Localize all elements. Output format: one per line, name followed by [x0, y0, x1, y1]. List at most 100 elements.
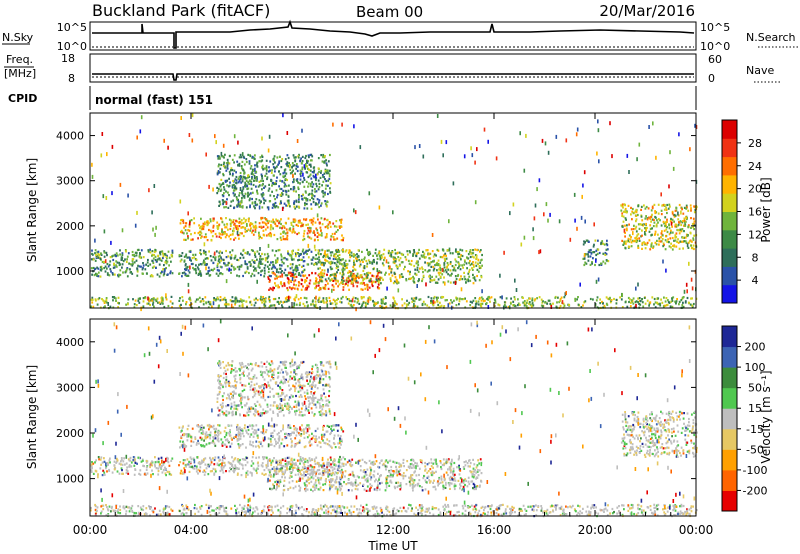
- power-echo-cell: [369, 252, 372, 255]
- power-echo-cell: [342, 236, 345, 240]
- velocity-echo-cell: [181, 505, 184, 508]
- power-echo-cell: [441, 267, 444, 272]
- power-echo-cell: [148, 188, 150, 193]
- power-echo-cell: [638, 297, 641, 300]
- power-echo-cell: [327, 268, 329, 273]
- power-echo-cell: [222, 172, 224, 176]
- velocity-echo-cell: [324, 503, 327, 507]
- power-echo-cell: [469, 279, 472, 282]
- power-echo-cell: [490, 296, 493, 299]
- power-echo-cell: [635, 286, 637, 291]
- power-echo-cell: [313, 231, 316, 234]
- power-echo-cell: [276, 225, 279, 228]
- power-echo-cell: [281, 261, 284, 264]
- power-echo-cell: [276, 196, 278, 199]
- velocity-echo-cell: [410, 509, 413, 512]
- power-echo-cell: [469, 260, 471, 263]
- velocity-echo-cell: [490, 505, 493, 508]
- power-echo-cell: [473, 256, 475, 259]
- power-echo-cell: [276, 220, 279, 223]
- power-colorbar-swatch: [722, 248, 737, 267]
- power-echo-cell: [291, 263, 294, 266]
- velocity-echo-cell: [317, 507, 320, 511]
- power-echo-cell: [216, 269, 219, 272]
- velocity-echo-cell: [317, 509, 320, 512]
- power-echo-cell: [366, 276, 368, 279]
- power-echo-cell: [383, 259, 385, 262]
- power-echo-cell: [470, 252, 473, 255]
- velocity-echo-cell: [360, 504, 362, 507]
- power-echo-cell: [292, 169, 294, 172]
- power-echo-cell: [271, 266, 274, 269]
- power-echo-cell: [392, 256, 395, 259]
- power-echo-cell: [325, 171, 327, 174]
- power-echo-cell: [264, 304, 267, 307]
- power-echo-cell: [101, 260, 104, 264]
- power-echo-cell: [253, 261, 256, 264]
- power-echo-cell: [394, 301, 396, 304]
- power-echo-cell: [421, 303, 424, 307]
- power-echo-cell: [408, 273, 411, 276]
- power-echo-cell: [323, 161, 325, 164]
- power-echo-cell: [302, 285, 304, 288]
- velocity-echo-cell: [216, 506, 219, 510]
- power-echo-cell: [241, 167, 243, 170]
- power-echo-cell: [237, 181, 240, 184]
- power-echo-cell: [463, 275, 466, 278]
- power-echo-cell: [281, 207, 284, 211]
- power-ytick-label: 1000: [56, 265, 84, 278]
- power-echo-cell: [334, 303, 337, 306]
- power-echo-cell: [462, 298, 465, 301]
- power-echo-cell: [455, 298, 458, 301]
- power-echo-cell: [568, 303, 570, 306]
- velocity-echo-cell: [235, 512, 238, 515]
- power-echo-cell: [129, 271, 132, 274]
- power-echo-cell: [299, 178, 302, 181]
- power-echo-cell: [472, 273, 474, 276]
- power-echo-cell: [435, 275, 438, 278]
- power-echo-cell: [454, 269, 457, 272]
- power-echo-cell: [645, 229, 647, 232]
- velocity-echo-cell: [153, 463, 156, 466]
- power-echo-cell: [395, 258, 398, 261]
- power-echo-cell: [629, 298, 631, 301]
- power-echo-cell: [677, 218, 680, 221]
- velocity-echo-cell: [444, 512, 447, 516]
- power-ylabel: Slant Range [km]: [25, 158, 39, 262]
- velocity-echo-cell: [664, 512, 667, 516]
- velocity-echo-cell: [421, 509, 424, 512]
- power-echo-cell: [96, 303, 99, 306]
- power-echo-cell: [430, 265, 433, 268]
- power-echo-cell: [226, 268, 229, 271]
- power-echo-cell: [134, 223, 137, 228]
- power-echo-cell: [181, 252, 184, 255]
- power-echo-cell: [592, 245, 595, 248]
- power-echo-cell: [434, 281, 437, 284]
- power-echo-cell: [281, 193, 284, 196]
- power-echo-cell: [644, 302, 647, 305]
- power-echo-cell: [690, 217, 692, 220]
- power-echo-cell: [258, 199, 261, 202]
- power-echo-cell: [278, 267, 281, 270]
- power-echo-cell: [165, 296, 167, 299]
- power-echo-cell: [250, 249, 253, 252]
- velocity-echo-cell: [100, 512, 102, 515]
- velocity-echo-cell: [108, 505, 111, 508]
- power-echo-cell: [646, 226, 648, 230]
- velocity-echo-cell: [502, 512, 505, 515]
- power-echo-cell: [164, 261, 167, 264]
- power-echo-cell: [236, 299, 239, 303]
- power-echo-cell: [380, 276, 383, 279]
- power-echo-cell: [447, 273, 449, 276]
- power-echo-cell: [336, 271, 338, 274]
- power-echo-cell: [231, 185, 234, 188]
- power-echo-cell: [180, 219, 182, 222]
- power-echo-cell: [245, 223, 248, 226]
- power-echo-cell: [439, 266, 442, 269]
- velocity-echo-cell: [145, 507, 148, 510]
- power-echo-cell: [466, 278, 468, 281]
- power-echo-cell: [285, 184, 288, 188]
- power-echo-cell: [220, 163, 223, 167]
- power-echo-cell: [460, 258, 462, 261]
- power-echo-cell: [380, 254, 383, 257]
